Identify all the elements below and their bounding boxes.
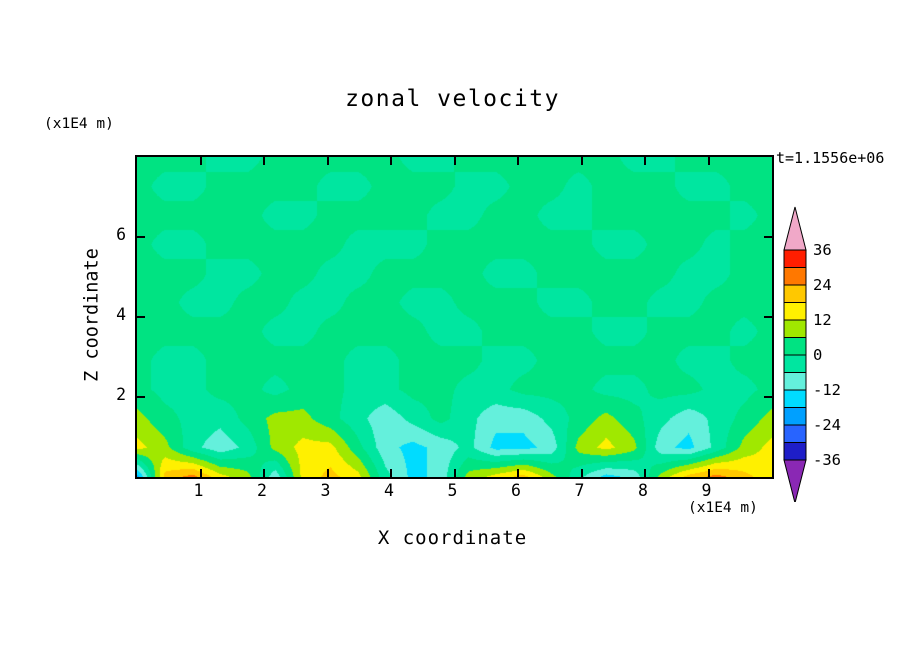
y-tick-mark [764,316,772,318]
x-tick-label: 7 [574,481,585,500]
x-tick-label: 3 [320,481,331,500]
colorbar-tick-label: -12 [813,381,841,399]
y-tick-mark [764,396,772,398]
x-tick-mark [326,469,329,477]
x-tick-mark [644,157,646,165]
x-tick-mark [263,157,265,165]
x-tick-mark [644,469,646,477]
x-tick-mark [580,469,583,477]
colorbar-tick-label: 24 [813,276,832,294]
x-tick-mark [707,469,710,477]
x-tick-mark [390,157,392,165]
y-axis-unit: (x1E4 m) [44,116,114,132]
x-tick-label: 2 [257,481,267,500]
x-tick-mark [517,469,519,477]
plot-area [135,155,774,479]
x-tick-label: 6 [511,481,521,500]
x-tick-mark [580,157,583,165]
x-tick-mark [263,469,265,477]
x-tick-label: 1 [193,481,204,500]
colorbar-tick-label: 12 [813,311,832,329]
x-tick-mark [199,469,202,477]
y-tick-mark [137,316,145,318]
x-tick-mark [453,469,456,477]
x-tick-label: 9 [701,481,712,500]
x-tick-mark [326,157,329,165]
colorbar [783,206,807,502]
y-tick-label: 6 [116,225,126,244]
colorbar-tick-label: -36 [813,451,841,469]
x-tick-mark [390,469,392,477]
x-tick-label: 8 [638,481,648,500]
x-tick-label: 4 [384,481,394,500]
colorbar-tick-label: 0 [813,346,823,364]
x-tick-mark [453,157,456,165]
colorbar-tick-label: -24 [813,416,841,434]
y-tick-mark [137,236,145,238]
x-axis-label: X coordinate [377,527,528,549]
y-tick-mark [137,396,145,398]
x-tick-mark [517,157,519,165]
x-tick-label: 5 [447,481,458,500]
y-tick-label: 4 [116,305,126,324]
y-tick-mark [764,236,772,238]
y-tick-label: 2 [116,385,126,404]
x-tick-mark [707,157,710,165]
plot-title: zonal velocity [345,86,560,112]
colorbar-tick-label: 36 [813,241,832,259]
time-annotation: t=1.1556e+06 [776,149,885,167]
x-axis-unit: (x1E4 m) [688,500,758,516]
field-canvas [137,157,772,477]
x-tick-mark [199,157,202,165]
